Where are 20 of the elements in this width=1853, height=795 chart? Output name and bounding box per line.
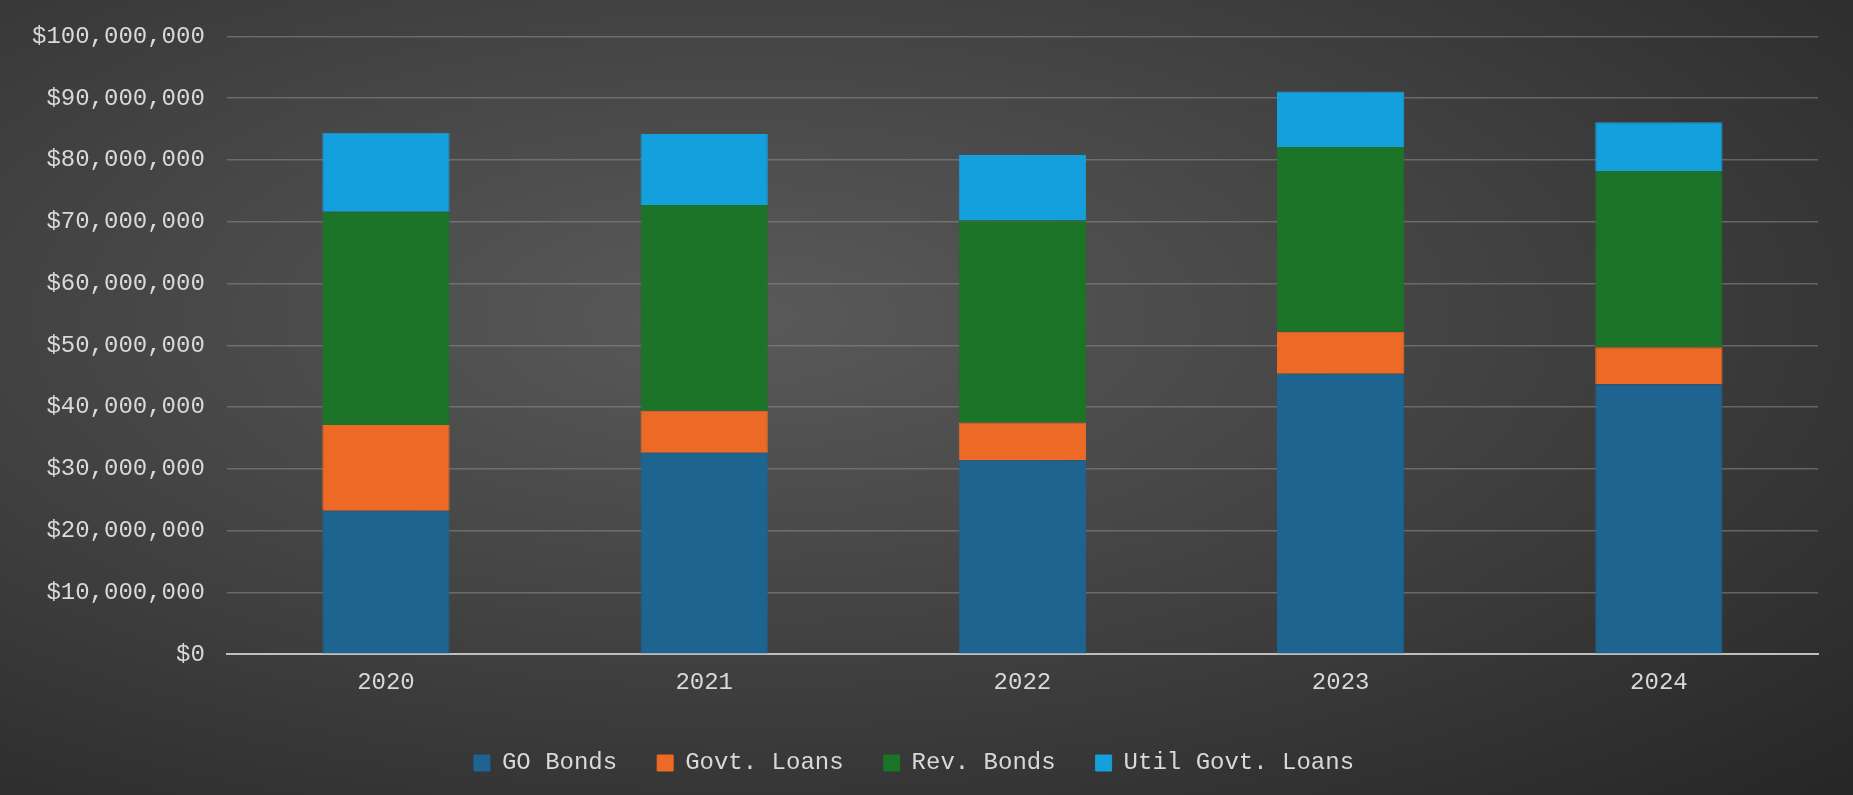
legend-label: Rev. Bonds [911, 749, 1056, 777]
legend-label: GO Bonds [501, 749, 618, 777]
x-tick-label: 2023 [1311, 668, 1370, 696]
x-tick-label: 2020 [357, 668, 415, 696]
x-tick-label: 2022 [993, 668, 1052, 696]
y-tick-label: $0 [176, 640, 205, 668]
y-tick-label: $20,000,000 [46, 517, 205, 544]
y-tick-label: $80,000,000 [46, 146, 205, 174]
x-tick-label: 2024 [1630, 668, 1688, 696]
legend-label: Util Govt. Loans [1123, 749, 1355, 777]
y-tick-label: $40,000,000 [46, 393, 205, 421]
y-tick-label: $60,000,000 [46, 269, 205, 297]
legend-label: Govt. Loans [685, 749, 844, 777]
y-tick-label: $100,000,000 [32, 22, 205, 50]
y-tick-label: $30,000,000 [46, 455, 205, 483]
y-tick-label: $10,000,000 [46, 578, 205, 606]
x-tick-label: 2021 [675, 668, 733, 696]
y-tick-label: $70,000,000 [46, 208, 205, 236]
y-tick-label: $90,000,000 [46, 84, 205, 112]
y-tick-label: $50,000,000 [46, 331, 205, 359]
